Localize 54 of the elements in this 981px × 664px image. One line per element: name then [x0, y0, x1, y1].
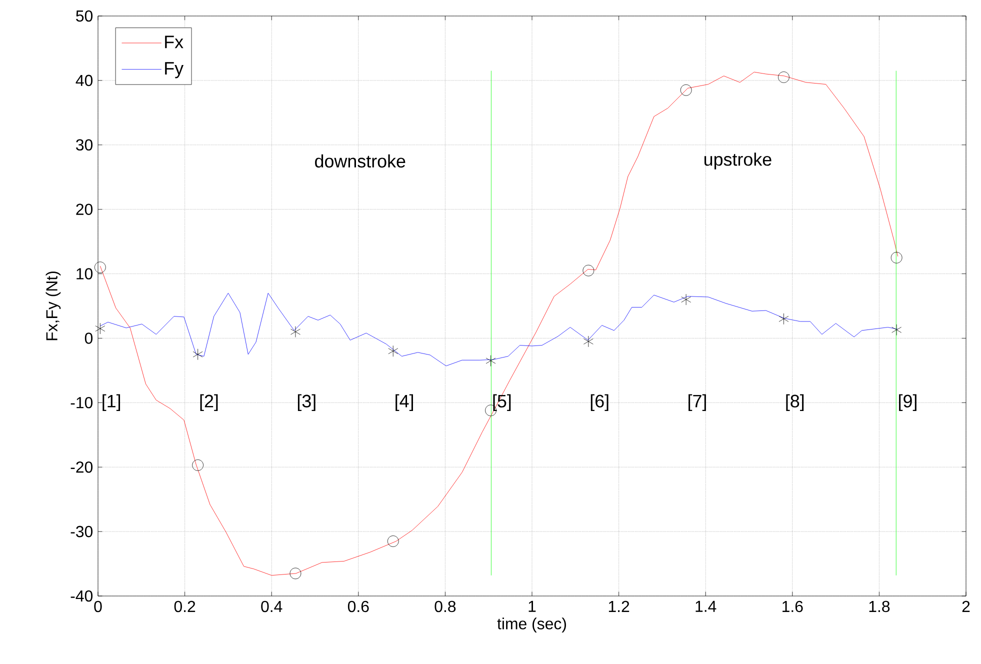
y-tick-label: 0 — [84, 332, 93, 344]
y-tick-label: 10 — [76, 268, 93, 280]
y-tick-label: 30 — [76, 139, 93, 151]
annotation: upstroke — [704, 152, 772, 170]
annotation: downstroke — [315, 154, 406, 168]
point — [388, 345, 398, 357]
point — [387, 536, 399, 547]
legend-label: Fy — [165, 62, 184, 78]
y-tick-label: 50 — [76, 10, 93, 22]
point — [778, 313, 789, 325]
point — [892, 324, 902, 336]
y-tick-label: -40 — [70, 590, 93, 602]
point — [192, 460, 204, 471]
x-tick-label: 0.8 — [434, 600, 456, 612]
point — [778, 72, 790, 83]
x-tick-label: 1.4 — [696, 600, 716, 612]
point — [890, 252, 902, 264]
annotation: [2] — [200, 394, 218, 412]
point — [94, 262, 106, 274]
legend-label: Fx — [165, 36, 184, 48]
x-tick-label: 0.4 — [261, 600, 282, 612]
x-tick-label: 0.2 — [174, 600, 196, 612]
annotation: [8] — [786, 394, 804, 412]
annotation: [9] — [899, 394, 916, 412]
point — [486, 355, 496, 366]
annotation: [4] — [396, 394, 413, 412]
x-tick-label: 1.8 — [869, 600, 890, 612]
point — [680, 84, 692, 96]
annotation: [6] — [590, 394, 608, 412]
annotation: [3] — [298, 394, 316, 412]
point — [290, 568, 302, 580]
point — [290, 326, 300, 338]
x-tick-label: 1.2 — [608, 600, 630, 612]
annotation: [5] — [493, 394, 511, 412]
point — [95, 322, 106, 334]
y-axis-title: Fx,Fy (Nt) — [46, 272, 61, 340]
y-tick-label: 20 — [76, 204, 93, 215]
point — [582, 264, 594, 276]
y-tick-label: -10 — [70, 397, 93, 408]
y-tick-label: 40 — [76, 74, 93, 86]
x-tick-label: 0.6 — [348, 600, 369, 612]
y-tick-label: -30 — [70, 526, 93, 538]
x-axis-title: time (sec) — [497, 618, 566, 632]
line-series — [100, 292, 898, 366]
point — [192, 348, 203, 360]
x-tick-label: 2 — [962, 600, 970, 612]
point — [681, 294, 692, 306]
x-tick-label: 1.6 — [782, 600, 803, 612]
x-tick-label: 0 — [94, 600, 102, 612]
x-tick-label: 1 — [528, 600, 536, 612]
y-tick-label: -20 — [70, 461, 93, 473]
annotation: [1] — [102, 394, 120, 412]
annotation: [7] — [688, 394, 706, 412]
point — [583, 336, 594, 348]
